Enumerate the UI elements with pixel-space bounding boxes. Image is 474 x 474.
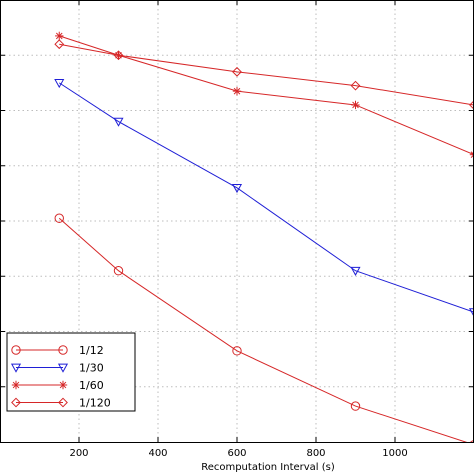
data-point (469, 150, 474, 159)
data-point (231, 183, 243, 194)
data-point (350, 266, 361, 276)
legend: 1/12 1/30 1/60 1/120 (6, 332, 136, 412)
data-point (11, 397, 21, 408)
legend-entry: 1/12 (11, 344, 104, 357)
series-line-1-12 (58, 217, 468, 442)
legend-entry: 1/60 (11, 379, 104, 392)
legend-entry: 1/30 (10, 362, 104, 375)
x-tick-label: 600 (227, 448, 246, 459)
legend-label: 1/12 (79, 344, 104, 357)
data-point (10, 363, 22, 373)
data-point (54, 39, 65, 50)
legend-label: 1/60 (79, 379, 104, 392)
x-axis-label: Recomputation Interval (s) (201, 462, 335, 473)
x-tick-label: 800 (306, 448, 325, 459)
x-ticks: 200 400 600 800 1000 (69, 0, 408, 459)
legend-label: 1/30 (79, 362, 104, 375)
data-point (350, 80, 361, 91)
series-line-1-30 (58, 82, 474, 313)
plot-lines (54, 31, 474, 442)
data-point (351, 100, 360, 110)
data-point (468, 308, 474, 318)
data-point (58, 397, 68, 408)
legend-entry: 1/120 (11, 397, 111, 410)
data-point (232, 86, 242, 96)
data-point (113, 266, 124, 276)
data-point (232, 66, 242, 77)
data-point (113, 50, 124, 61)
x-tick-label: 200 (69, 448, 88, 459)
data-point (113, 117, 124, 127)
legend-label: 1/120 (79, 397, 111, 410)
series-line-1-120 (59, 43, 474, 106)
data-point (58, 380, 68, 390)
data-point (54, 79, 65, 89)
data-point (54, 213, 64, 223)
data-point (55, 31, 64, 41)
x-tick-label: 1000 (382, 448, 407, 459)
x-tick-label: 400 (148, 448, 167, 459)
data-point (58, 345, 68, 355)
data-point (57, 363, 69, 373)
data-point (232, 346, 242, 356)
data-point (11, 380, 21, 390)
data-point (469, 100, 474, 110)
data-point (350, 401, 361, 411)
legend-box (6, 332, 136, 412)
data-point (11, 345, 21, 355)
